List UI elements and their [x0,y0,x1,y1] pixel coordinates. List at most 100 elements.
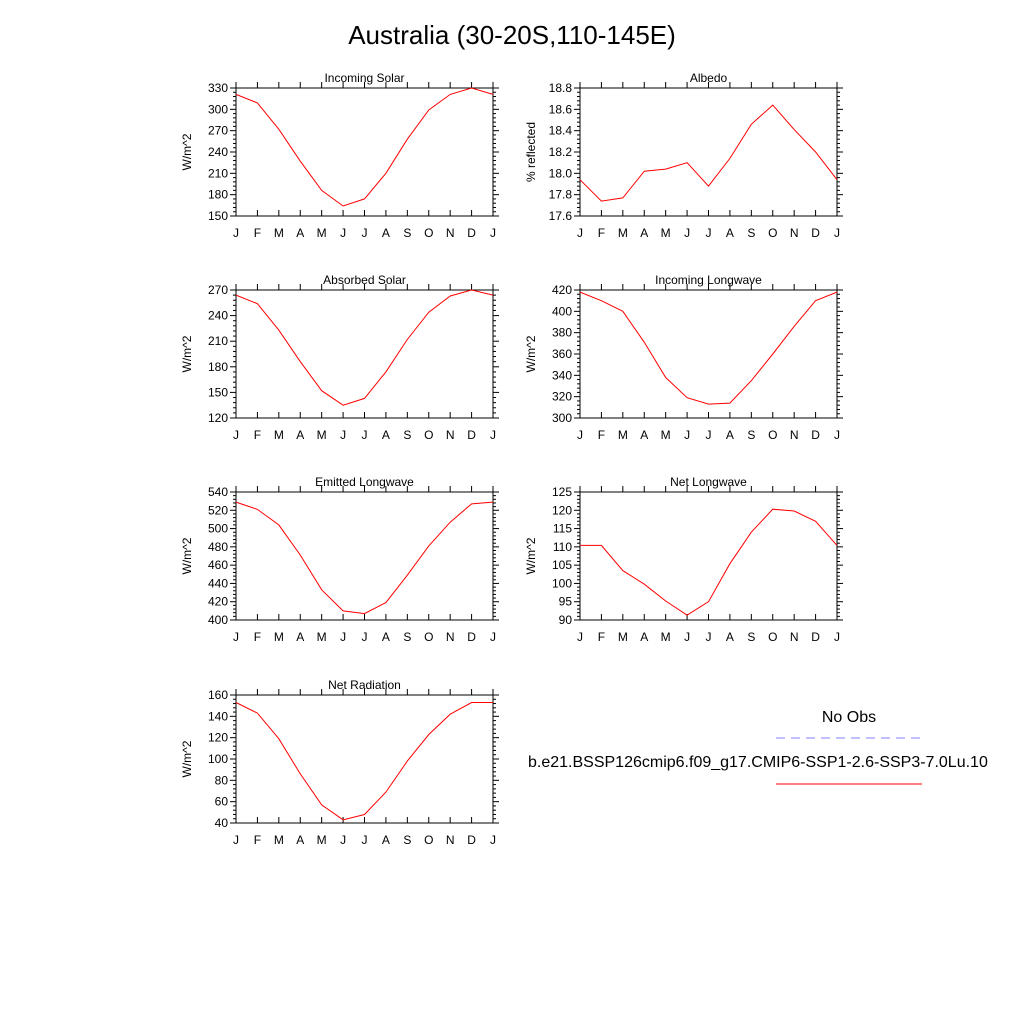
x-tick-label: J [706,428,712,442]
x-tick-label: A [640,630,648,644]
x-tick-label: M [317,833,327,847]
y-tick-label: 80 [215,773,229,787]
x-tick-label: A [726,630,734,644]
y-tick-label: 180 [208,188,228,202]
y-tick-label: 140 [208,709,228,723]
figure-title: Australia (30-20S,110-145E) [348,20,676,50]
y-tick-label: 420 [552,283,572,297]
y-tick-label: 160 [208,688,228,702]
panel-title: Emitted Longwave [315,475,414,489]
x-tick-label: J [233,428,239,442]
x-tick-label: A [382,428,390,442]
x-tick-label: J [684,630,690,644]
x-tick-label: O [424,226,433,240]
plot-frame [235,491,494,621]
x-tick-label: J [340,833,346,847]
x-tick-label: J [577,428,583,442]
x-tick-label: M [274,833,284,847]
x-tick-label: M [274,630,284,644]
x-tick-label: F [598,630,605,644]
y-tick-label: 110 [553,540,572,554]
y-tick-label: 90 [559,613,573,627]
x-tick-label: F [254,428,261,442]
x-tick-label: N [446,630,455,644]
y-tick-label: 240 [208,145,228,159]
x-tick-label: J [490,428,496,442]
x-tick-label: D [811,630,820,644]
x-tick-label: A [296,226,304,240]
y-tick-label: 340 [552,368,572,382]
y-tick-label: 210 [208,334,228,348]
x-tick-label: J [834,428,840,442]
series-line-model [579,104,838,202]
y-tick-label: 40 [215,816,229,830]
y-tick-label: 125 [552,485,572,499]
plot-frame [579,87,838,217]
x-tick-label: N [790,630,799,644]
x-tick-label: O [768,630,777,644]
x-tick-label: J [362,226,368,240]
y-tick-label: 120 [552,503,572,517]
x-tick-label: S [747,226,755,240]
x-tick-label: M [618,630,628,644]
x-tick-label: A [382,630,390,644]
panel-title: Net Longwave [670,475,747,489]
x-tick-label: J [706,226,712,240]
y-tick-label: 420 [208,595,228,609]
legend-model-label: b.e21.BSSP126cmip6.f09_g17.CMIP6-SSP1-2.… [528,754,988,771]
legend-obs-label: No Obs [822,709,876,726]
y-tick-label: 17.6 [549,209,573,223]
x-tick-label: M [274,428,284,442]
x-tick-label: S [403,833,411,847]
series-line-model [235,501,494,615]
x-tick-label: F [254,226,261,240]
x-tick-label: J [490,226,496,240]
y-tick-label: 440 [208,576,228,590]
x-tick-label: M [618,226,628,240]
y-tick-label: 400 [552,304,572,318]
x-tick-label: J [706,630,712,644]
y-tick-label: 270 [208,283,228,297]
panel-title: Incoming Solar [324,71,404,85]
x-tick-label: M [661,630,671,644]
x-tick-label: A [296,630,304,644]
y-tick-label: 380 [552,326,572,340]
x-tick-label: O [424,428,433,442]
x-tick-label: A [726,428,734,442]
x-tick-label: F [254,833,261,847]
y-tick-label: 150 [208,385,228,399]
y-tick-label: 95 [559,595,573,609]
x-tick-label: S [403,226,411,240]
y-tick-label: 520 [208,503,228,517]
y-axis-label: % reflected [524,122,538,182]
series-line-model [235,87,494,207]
y-tick-label: 300 [208,102,228,116]
series-line-model [235,289,494,406]
plot-frame [235,87,494,217]
y-axis-label: W/m^2 [180,335,194,372]
x-tick-label: N [446,428,455,442]
x-tick-label: M [317,226,327,240]
y-tick-label: 270 [208,124,228,138]
y-tick-label: 500 [208,522,228,536]
x-tick-label: N [790,428,799,442]
y-tick-label: 100 [552,576,572,590]
x-tick-label: J [490,833,496,847]
x-tick-label: N [446,226,455,240]
y-tick-label: 120 [208,731,228,745]
y-tick-label: 480 [208,540,228,554]
y-tick-label: 300 [552,411,572,425]
x-tick-label: J [577,226,583,240]
y-tick-label: 18.4 [549,124,573,138]
x-tick-label: M [317,630,327,644]
y-tick-label: 120 [208,411,228,425]
y-tick-label: 105 [552,558,572,572]
x-tick-label: D [467,833,476,847]
x-tick-label: J [834,630,840,644]
x-tick-label: D [467,226,476,240]
x-tick-label: F [254,630,261,644]
